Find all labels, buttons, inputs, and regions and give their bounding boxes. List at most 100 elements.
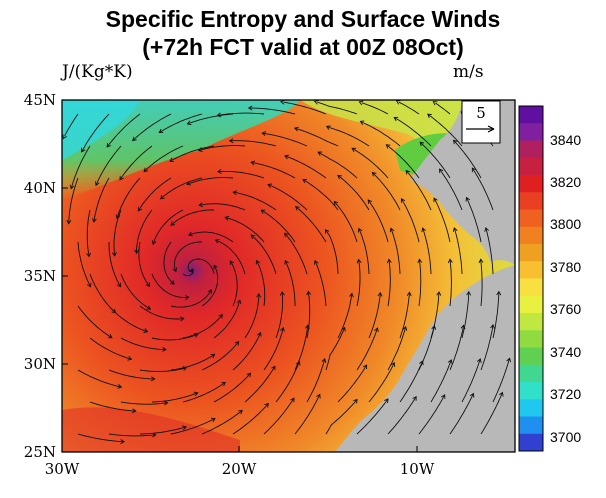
streamline-arrow-icon <box>81 147 86 153</box>
streamline-arrow-icon <box>433 197 438 203</box>
reference-arrowhead-icon <box>487 125 495 133</box>
streamline <box>64 113 79 137</box>
reference-vector-label: 5 <box>476 104 486 122</box>
streamline <box>139 367 187 372</box>
streamline-arrow-icon <box>389 227 395 233</box>
streamline <box>138 177 172 212</box>
streamline <box>163 241 175 285</box>
streamline <box>182 382 226 403</box>
streamline-arrow-icon <box>198 202 204 208</box>
streamline-arrow-icon <box>111 252 117 257</box>
streamline-arrow-icon <box>314 259 319 265</box>
streamline <box>89 337 132 360</box>
streamline <box>449 259 452 307</box>
streamline <box>93 177 110 223</box>
streamline-arrow-icon <box>478 258 484 264</box>
streamline-arrow-icon <box>184 295 190 300</box>
streamline-arrow-icon <box>255 259 261 265</box>
streamline <box>198 145 246 151</box>
cool-dry-airmass <box>62 100 300 200</box>
streamline <box>387 326 407 371</box>
streamline-arrow-icon <box>280 100 285 105</box>
streamline <box>333 201 358 243</box>
streamline <box>422 227 432 275</box>
streamline-arrow-icon <box>127 355 133 361</box>
streamline-arrow-icon <box>69 184 75 190</box>
colorbar-label: 3760 <box>550 301 581 317</box>
streamline-arrow-icon <box>293 126 299 132</box>
streamline <box>119 145 153 181</box>
colorbar-swatch <box>519 330 543 348</box>
streamline <box>108 242 121 287</box>
colorbar-swatch <box>519 244 543 262</box>
streamline-arrow-icon <box>356 258 362 264</box>
streamline <box>449 325 465 371</box>
lat-tick-label: 25N <box>24 443 56 461</box>
streamline-arrow-icon <box>385 144 391 149</box>
streamline <box>294 394 321 435</box>
streamline <box>248 107 296 115</box>
streamline-arrow-icon <box>137 206 143 212</box>
streamline <box>229 140 277 147</box>
reference-vector-box: 5 <box>461 100 501 144</box>
streamline-arrow-icon <box>158 128 164 134</box>
streamline <box>433 197 451 243</box>
streamline-arrow-icon <box>132 136 137 142</box>
streamline <box>351 147 389 179</box>
streamline-arrow-icon <box>213 264 218 270</box>
streamline <box>77 433 125 443</box>
streamline-arrow-icon <box>95 181 100 187</box>
streamline <box>418 325 435 371</box>
streamline <box>401 198 420 243</box>
streamline-arrow-icon <box>151 240 157 246</box>
streamline-arrow-icon <box>353 398 358 404</box>
streamline <box>120 337 166 350</box>
streamline <box>217 170 265 179</box>
streamline-arrow-icon <box>62 134 67 140</box>
streamline-arrow-icon <box>436 291 442 296</box>
streamline <box>77 241 92 288</box>
streamline <box>173 241 202 272</box>
streamline-arrow-icon <box>232 190 238 196</box>
streamline-arrow-icon <box>452 227 458 232</box>
streamline <box>244 366 276 403</box>
streamline <box>466 197 482 243</box>
streamline-arrow-icon <box>91 218 97 223</box>
colorbar-label: 3700 <box>550 429 581 445</box>
streamline-arrow-icon <box>119 175 124 181</box>
streamline <box>77 305 113 339</box>
streamline-arrow-icon <box>197 147 203 153</box>
colorbar-swatch <box>519 140 543 159</box>
streamline <box>284 260 296 306</box>
streamline-arrow-icon <box>447 359 453 364</box>
colorbar-swatch <box>519 364 543 383</box>
colorbar-swatch <box>519 433 543 452</box>
streamline-arrow-icon <box>484 227 490 232</box>
streamline-arrow-icon <box>193 333 199 338</box>
streamline-arrow-icon <box>371 171 377 177</box>
streamline <box>182 314 223 339</box>
map-title-line1: Specific Entropy and Surface Winds <box>105 6 501 32</box>
streamline-arrow-icon <box>247 105 253 111</box>
streamline-arrow-icon <box>341 326 346 332</box>
streamline <box>372 172 401 211</box>
streamline-arrow-icon <box>406 291 412 297</box>
streamline <box>217 112 265 116</box>
streamline <box>439 168 463 211</box>
streamline-arrow-icon <box>427 113 432 119</box>
streamline <box>169 145 215 162</box>
streamline-arrow-icon <box>417 258 423 264</box>
streamline <box>492 291 500 339</box>
streamline-arrow-icon <box>351 147 357 153</box>
streamline <box>201 265 219 307</box>
streamline <box>368 292 381 339</box>
streamline <box>418 394 446 435</box>
streamline-arrow-icon <box>358 100 364 106</box>
streamline <box>480 392 503 435</box>
streamline <box>256 260 266 307</box>
streamline <box>152 209 184 245</box>
streamline <box>262 132 308 147</box>
streamline-arrow-icon <box>447 258 453 264</box>
streamline <box>224 216 265 243</box>
